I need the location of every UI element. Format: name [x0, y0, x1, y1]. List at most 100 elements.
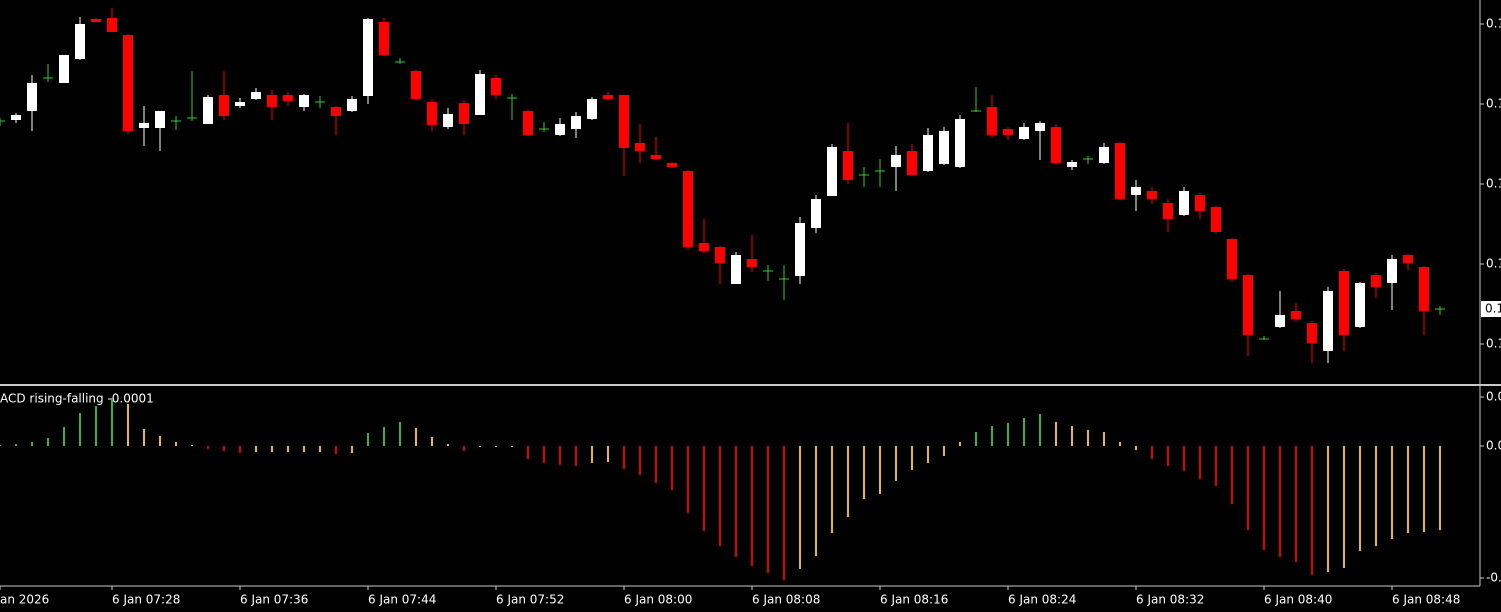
candle-body [75, 24, 85, 59]
y-tick-label: 0.0 [1486, 439, 1501, 453]
candle-body [107, 18, 117, 32]
candle-body [731, 255, 741, 284]
candle-body [1371, 275, 1381, 287]
candle-body [1339, 271, 1349, 335]
x-tick-label: 6 Jan 08:40 [1264, 593, 1332, 607]
candle-body [587, 99, 597, 119]
candle-body [635, 143, 645, 151]
candle-body [1211, 207, 1221, 232]
candle-body [11, 115, 21, 120]
candle-body [747, 259, 757, 267]
x-tick-label: 6 Jan 07:44 [368, 593, 436, 607]
y-tick-label: 0.1 [1486, 97, 1501, 111]
candle-body [1163, 203, 1173, 219]
x-tick-label: 6 Jan 07:52 [496, 593, 564, 607]
candle-body [347, 99, 357, 111]
candle-body [379, 22, 389, 55]
candle-body [1035, 123, 1045, 131]
x-tick-label: 6 Jan 07:36 [240, 593, 308, 607]
candle-body [1227, 239, 1237, 279]
candle-body [811, 199, 821, 228]
candle-body [267, 95, 277, 107]
candle-body [1387, 259, 1397, 283]
candle-body [955, 119, 965, 167]
candle-body [651, 155, 661, 159]
candle-body [251, 92, 261, 99]
candle-body [603, 95, 613, 99]
candle-body [555, 124, 565, 135]
candle-body [1195, 195, 1205, 211]
x-tick-label: 6 Jan 08:32 [1136, 593, 1204, 607]
candle-body [1067, 162, 1077, 167]
candle-body [155, 111, 165, 128]
candle-body [1291, 311, 1301, 319]
candle-body [619, 95, 629, 148]
x-tick-label: 6 Jan 08:00 [624, 593, 692, 607]
x-tick-label: 6 Jan 08:24 [1008, 593, 1076, 607]
last-price-label: 0.1 [1485, 302, 1501, 316]
candle-body [139, 123, 149, 128]
candle-body [219, 95, 229, 116]
candle-body [491, 78, 501, 95]
last-price-box [1481, 301, 1501, 317]
candle-body [827, 147, 837, 196]
candle-body [299, 95, 309, 107]
candle-body [1307, 323, 1317, 343]
candle-body [283, 95, 293, 101]
candle-body [475, 74, 485, 115]
candle-body [571, 116, 581, 129]
candle-body [411, 71, 421, 99]
candle-body [1403, 255, 1413, 263]
candle-body [843, 151, 853, 180]
candle-body [683, 171, 693, 247]
candle-body [987, 107, 997, 135]
candle-body [427, 102, 437, 125]
candle-body [1019, 127, 1029, 139]
candle-body [1243, 275, 1253, 335]
candle-body [459, 103, 469, 124]
candle-body [1179, 191, 1189, 215]
y-tick-label: 0.1 [1486, 177, 1501, 191]
candle-body [59, 55, 69, 83]
candle-body [523, 111, 533, 135]
y-tick-label: 0.1 [1486, 17, 1501, 31]
x-tick-label: an 2026 [0, 593, 49, 607]
candle-body [363, 19, 373, 96]
candle-body [1275, 315, 1285, 327]
candle-body [715, 247, 725, 263]
candle-body [923, 135, 933, 171]
candle-body [91, 19, 101, 22]
candle-body [1051, 127, 1061, 163]
x-tick-label: 6 Jan 08:16 [880, 593, 948, 607]
y-tick-label: 0.0 [1486, 390, 1501, 404]
candle-body [443, 114, 453, 127]
candle-body [1147, 191, 1157, 199]
candle-body [235, 102, 245, 106]
candle-body [795, 223, 805, 276]
x-tick-label: 6 Jan 07:28 [112, 593, 180, 607]
candle-body [1323, 291, 1333, 351]
y-tick-label: 0.1 [1486, 257, 1501, 271]
candle-body [1355, 283, 1365, 327]
indicator-label: ACD rising-falling -0.0001 [0, 392, 154, 406]
candle-body [939, 131, 949, 164]
candle-body [1419, 267, 1429, 311]
y-tick-label: 0.1 [1486, 337, 1501, 351]
candle-body [667, 163, 677, 167]
candle-body [891, 155, 901, 167]
x-tick-label: 6 Jan 08:08 [752, 593, 820, 607]
candle-body [1099, 147, 1109, 163]
x-tick-label: 6 Jan 08:48 [1392, 593, 1460, 607]
candle-body [1003, 129, 1013, 135]
y-tick-label: -0.0 [1486, 571, 1501, 585]
candle-body [699, 243, 709, 251]
candle-body [1131, 187, 1141, 195]
candle-body [123, 35, 133, 131]
candle-body [907, 151, 917, 175]
candle-body [27, 83, 37, 111]
candle-body [203, 97, 213, 124]
candle-body [1115, 143, 1125, 199]
